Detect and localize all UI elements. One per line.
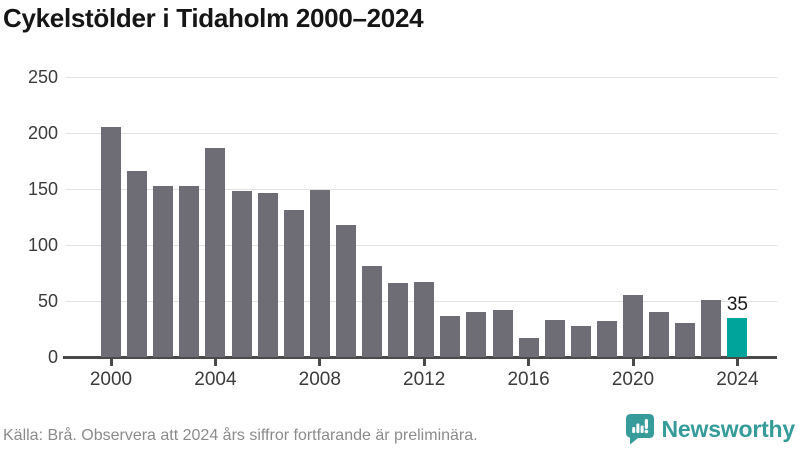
x-axis-tick-2008 — [318, 357, 322, 366]
x-axis-tick-label-2024: 2024 — [716, 369, 759, 390]
x-axis-tick-label-2016: 2016 — [507, 369, 550, 390]
y-axis-tick-label-100: 100 — [27, 235, 58, 255]
chart-title: Cykelstölder i Tidaholm 2000–2024 — [3, 3, 424, 33]
bar-2024 — [727, 317, 748, 357]
bar-2005 — [231, 191, 252, 357]
source-note: Källa: Brå. Observera att 2024 års siffr… — [3, 427, 478, 444]
newsworthy-logo: Newsworthy — [625, 413, 795, 446]
newsworthy-chart-bubble-icon — [625, 414, 654, 445]
x-axis-tick-label-2008: 2008 — [298, 369, 341, 390]
bar-2011 — [388, 283, 409, 357]
bar-2023 — [701, 299, 722, 357]
x-axis-tick-2016 — [527, 357, 531, 366]
bar-2006 — [257, 193, 278, 357]
bar-2016 — [518, 337, 539, 357]
bar-2003 — [179, 185, 200, 357]
y-axis-tick-label-0: 0 — [47, 347, 58, 367]
x-axis-tick-2004 — [213, 357, 217, 366]
bar-2020 — [623, 295, 643, 357]
bar-2018 — [570, 325, 591, 357]
bar-2008 — [309, 190, 330, 357]
y-axis-tick-label-250: 250 — [27, 67, 58, 87]
bar-2015 — [492, 309, 513, 357]
bar-2013 — [440, 315, 461, 357]
newsworthy-wordmark: Newsworthy — [661, 416, 796, 442]
bar-value-label: 35 — [726, 293, 748, 315]
bar-2017 — [544, 320, 565, 357]
x-axis-tick-label-2012: 2012 — [403, 369, 446, 390]
bar-2000 — [101, 127, 121, 357]
gridline-250 — [66, 77, 777, 78]
bar-2007 — [283, 210, 304, 357]
x-axis-tick-label-2000: 2000 — [89, 369, 133, 390]
x-axis-tick-label-2020: 2020 — [611, 369, 655, 390]
x-axis-line — [63, 356, 777, 359]
bar-2010 — [362, 266, 382, 357]
bar-2019 — [596, 321, 617, 357]
y-axis-tick-label-50: 50 — [37, 291, 58, 311]
bar-2022 — [675, 323, 696, 357]
bar-2014 — [466, 312, 487, 357]
gridline-100 — [66, 245, 777, 246]
bar-2012 — [414, 281, 435, 357]
x-axis-tick-2020 — [631, 357, 635, 366]
bar-2002 — [153, 185, 174, 357]
bar-2009 — [335, 224, 356, 357]
bar-2001 — [127, 171, 148, 357]
y-axis-tick-label-200: 200 — [27, 123, 58, 143]
x-axis-tick-2012 — [422, 357, 426, 366]
x-axis-tick-label-2004: 2004 — [194, 369, 237, 390]
x-axis-tick-2000 — [109, 357, 113, 366]
gridline-150 — [66, 189, 777, 190]
gridline-200 — [66, 133, 777, 134]
y-axis-tick-label-150: 150 — [27, 179, 58, 199]
bar-2021 — [649, 312, 670, 357]
x-axis-tick-2024 — [735, 357, 739, 366]
bar-2004 — [205, 147, 226, 357]
